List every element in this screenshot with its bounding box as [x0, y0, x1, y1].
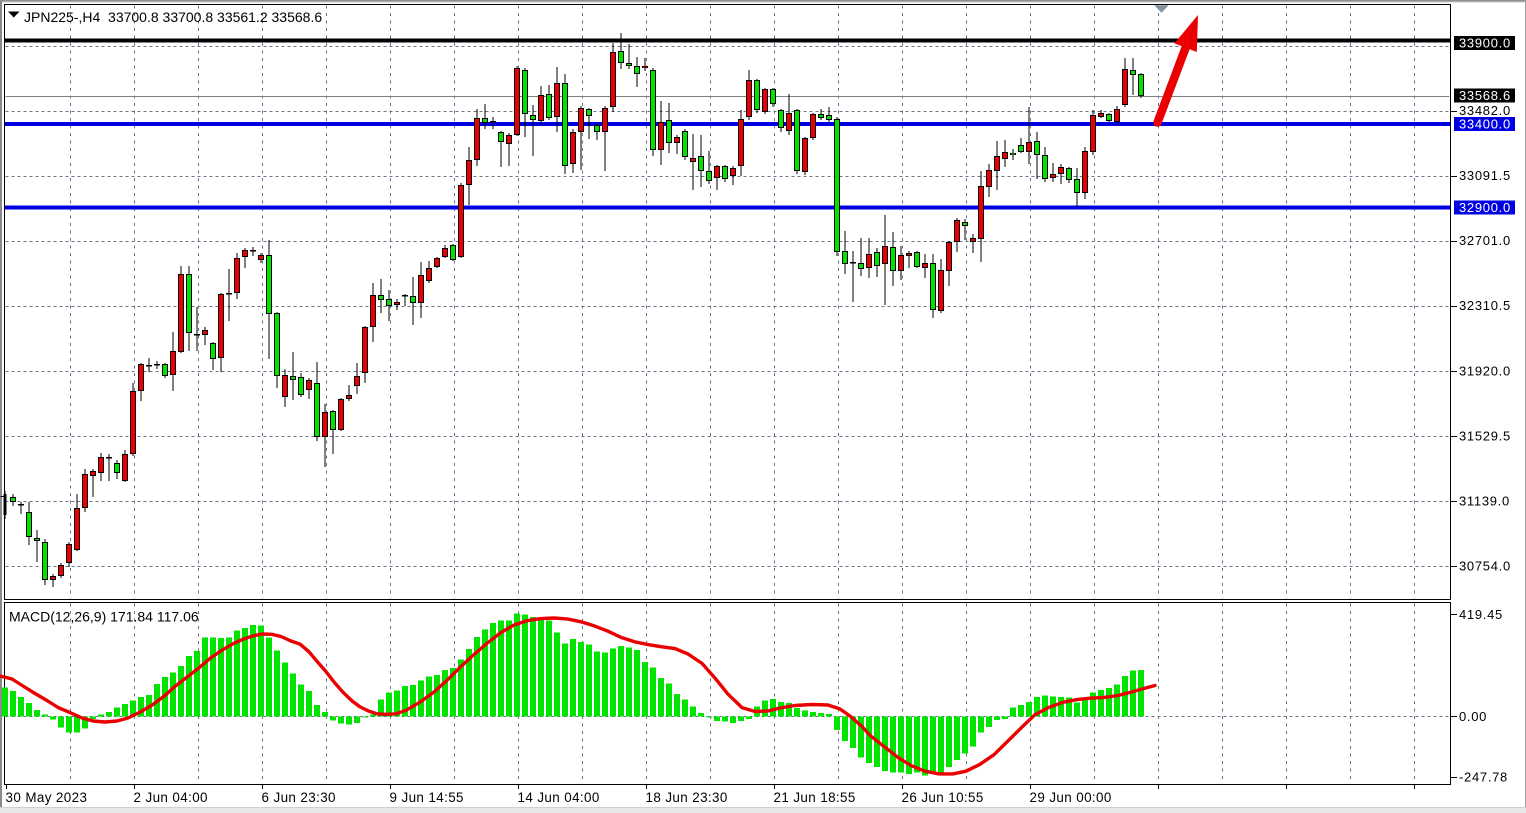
- svg-text:32310.5: 32310.5: [1459, 298, 1511, 313]
- svg-text:31920.0: 31920.0: [1459, 363, 1511, 378]
- svg-text:31139.0: 31139.0: [1459, 493, 1510, 508]
- svg-text:9 Jun 14:55: 9 Jun 14:55: [390, 790, 464, 805]
- svg-text:-247.78: -247.78: [1459, 769, 1508, 784]
- svg-text:33568.6: 33568.6: [1459, 88, 1511, 103]
- svg-text:33482.0: 33482.0: [1459, 103, 1511, 118]
- svg-text:0.00: 0.00: [1459, 709, 1487, 724]
- svg-text:419.45: 419.45: [1459, 607, 1503, 622]
- svg-text:33091.5: 33091.5: [1459, 168, 1511, 183]
- svg-text:33400.0: 33400.0: [1459, 117, 1511, 132]
- svg-text:MACD(12,26,9) 171.84 117.06: MACD(12,26,9) 171.84 117.06: [9, 609, 199, 625]
- svg-text:32900.0: 32900.0: [1459, 200, 1511, 215]
- svg-text:2 Jun 04:00: 2 Jun 04:00: [134, 790, 208, 805]
- svg-text:30754.0: 30754.0: [1459, 558, 1511, 573]
- svg-text:32701.0: 32701.0: [1459, 233, 1511, 248]
- svg-text:14 Jun 04:00: 14 Jun 04:00: [518, 790, 600, 805]
- svg-text:6 Jun 23:30: 6 Jun 23:30: [262, 790, 336, 805]
- svg-text:21 Jun 18:55: 21 Jun 18:55: [774, 790, 856, 805]
- svg-text:JPN225-,H4 33700.8 33700.8 33: JPN225-,H4 33700.8 33700.8 33561.2 33568…: [24, 9, 322, 25]
- svg-text:26 Jun 10:55: 26 Jun 10:55: [902, 790, 984, 805]
- svg-text:18 Jun 23:30: 18 Jun 23:30: [646, 790, 728, 805]
- svg-text:31529.5: 31529.5: [1459, 428, 1511, 443]
- svg-text:33900.0: 33900.0: [1459, 36, 1511, 51]
- svg-text:30 May 2023: 30 May 2023: [6, 790, 88, 805]
- svg-text:29 Jun 00:00: 29 Jun 00:00: [1030, 790, 1112, 805]
